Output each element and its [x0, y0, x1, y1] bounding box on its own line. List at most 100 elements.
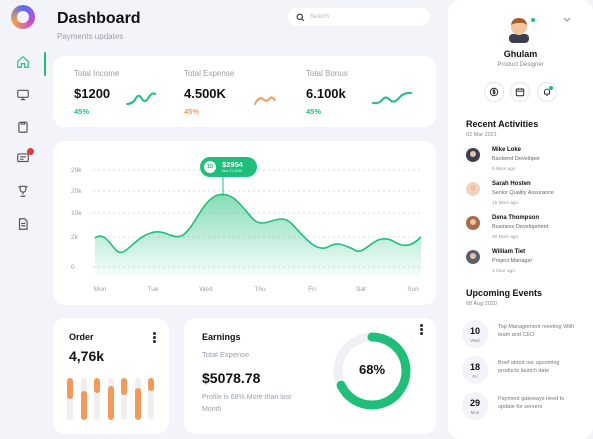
activity-item[interactable]: Dena Thompson Business Development 30 Mins… — [466, 215, 586, 245]
y-tick-label: 0 — [71, 264, 75, 271]
stat-label: Total Expense — [184, 69, 235, 78]
expense-sparkline — [254, 96, 276, 105]
activity-time: 15 Mins ago — [492, 201, 519, 206]
activity-avatar — [466, 250, 480, 264]
tooltip-badge: 15 — [204, 161, 216, 173]
sidebar-item-clipboard[interactable] — [13, 117, 33, 137]
event-item[interactable]: 18 Fri Brief about our upcoming products l… — [462, 356, 588, 386]
event-date-badge: 18 Fri — [462, 356, 488, 384]
event-weekday: Fri — [472, 374, 478, 379]
event-date-badge: 29 Mon — [462, 392, 488, 420]
order-title: Order — [69, 332, 94, 342]
page-title: Dashboard — [57, 10, 141, 27]
activity-name: William Tiet — [492, 249, 526, 255]
avatar-illustration — [509, 18, 529, 43]
y-tick-label: 20k — [71, 188, 82, 195]
event-text: Payment gateways need to update for serv… — [498, 396, 565, 410]
activity-avatar — [466, 182, 480, 196]
event-item[interactable]: 10 Wed Top Management meeting With team an… — [462, 320, 588, 350]
activity-name: Dena Thompson — [492, 215, 540, 221]
calendar-button[interactable] — [510, 82, 530, 102]
earnings-label: Total Expense — [202, 350, 250, 359]
clipboard-icon — [18, 121, 28, 133]
search-placeholder: Search — [310, 14, 330, 20]
activity-avatar — [466, 216, 480, 230]
sidebar-item-home[interactable] — [13, 52, 33, 72]
order-bar-track — [121, 378, 127, 420]
order-bar-track — [134, 378, 141, 420]
active-indicator — [44, 52, 46, 76]
order-bar — [67, 378, 73, 399]
sidebar-item-document[interactable] — [13, 214, 33, 234]
notification-dot — [549, 86, 553, 90]
chart-tooltip: 15 $2954 Nov 21 2020 — [200, 157, 257, 177]
chevron-down-icon[interactable] — [563, 17, 571, 23]
event-weekday: Wed — [470, 338, 480, 343]
stat-value: 6.100k — [306, 86, 346, 101]
event-date-badge: 10 Wed — [462, 320, 488, 348]
bonus-sparkline — [372, 91, 412, 105]
order-bar — [148, 378, 154, 391]
events-title: Upcoming Events — [466, 288, 543, 298]
notifications-button[interactable] — [537, 82, 557, 102]
stat-percent: 45% — [306, 107, 322, 116]
order-bar — [94, 378, 100, 393]
activities-title: Recent Activities — [466, 119, 539, 129]
wallet-button[interactable] — [484, 82, 504, 102]
activity-name: Mike Loke — [492, 147, 522, 153]
x-tick-label: Fri — [308, 286, 316, 293]
order-bars — [67, 378, 157, 420]
activity-item[interactable]: Mike Loke Backend Developer 5 Mins ago — [466, 147, 586, 177]
online-status-dot — [531, 18, 535, 22]
donut-label: 68% — [358, 362, 386, 377]
y-axis-labels: 29k 20k 10k 2k 0 — [71, 167, 82, 271]
monitor-icon — [17, 89, 29, 101]
earnings-menu-button[interactable] — [420, 324, 423, 336]
order-bar — [107, 386, 114, 420]
area-line — [94, 193, 422, 254]
stat-percent: 45% — [184, 107, 200, 116]
event-day: 18 — [469, 362, 480, 372]
tooltip-date: Nov 21 2020 — [222, 169, 242, 173]
x-tick-label: Tue — [148, 286, 159, 293]
activity-item[interactable]: William Tiet Project Manager 1 hour ago — [466, 249, 586, 279]
order-bar — [121, 378, 127, 395]
avatar[interactable] — [506, 15, 535, 43]
activities-date: 02 Mar 2021 — [466, 132, 497, 138]
earnings-card: Earnings Total Expense $5078.78 Profile … — [184, 318, 436, 434]
profile-name: Ghulam — [503, 49, 538, 59]
order-menu-button[interactable] — [153, 332, 156, 344]
document-icon — [18, 218, 28, 230]
activity-role: Senior Quality Assurance — [492, 190, 554, 196]
bell-icon — [544, 88, 550, 96]
sidebar-item-trophy[interactable] — [13, 181, 33, 201]
stat-label: Total Income — [74, 69, 120, 78]
search-input[interactable]: Search — [288, 8, 430, 26]
activity-role: Business Development — [492, 224, 549, 230]
earnings-note: Profile is 68% More than last Month — [202, 394, 292, 413]
x-tick-label: Sun — [407, 286, 419, 293]
donut-progress — [333, 332, 411, 410]
sidebar-item-monitor[interactable] — [13, 85, 33, 105]
y-tick-label: 29k — [71, 167, 82, 174]
order-bar — [80, 391, 87, 420]
y-tick-label: 10k — [71, 210, 82, 217]
order-bar-track — [67, 378, 73, 420]
app-logo[interactable] — [11, 5, 35, 29]
stat-percent: 45% — [74, 107, 90, 116]
events-date: 08 Aug 2020 — [466, 301, 497, 307]
event-item[interactable]: 29 Mon Payment gateways need to update for… — [462, 392, 588, 422]
event-weekday: Mon — [470, 410, 480, 415]
sidebar — [0, 0, 46, 439]
stats-card: Total Income $1200 45% Total Expense 4.5… — [53, 56, 436, 127]
order-bar — [134, 388, 141, 420]
event-day: 29 — [469, 398, 480, 408]
sidebar-item-messages[interactable] — [13, 148, 34, 168]
activity-item[interactable]: Sarah Hosten Senior Quality Assurance 15 M… — [466, 181, 586, 211]
event-text: Brief about our upcoming products launch… — [498, 360, 560, 374]
income-sparkline — [126, 92, 156, 105]
page-subtitle: Payments updates — [57, 32, 124, 41]
x-tick-label: Sat — [356, 286, 366, 293]
order-value: 4,76k — [69, 348, 105, 364]
activity-role: Project Manager — [492, 258, 533, 264]
